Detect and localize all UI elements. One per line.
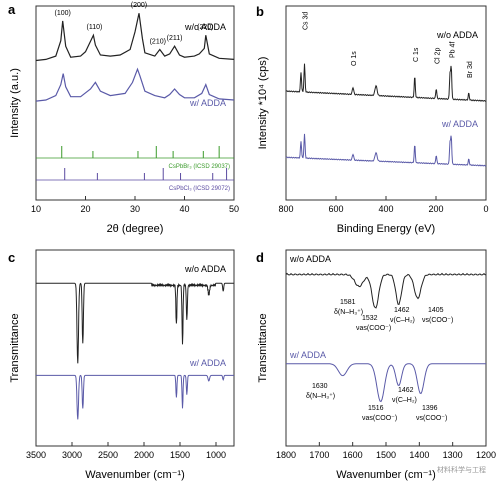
panel-b-peak-label: Br 3d <box>467 61 474 78</box>
panel-a-x-tick-label: 30 <box>130 204 140 214</box>
panel-a-curves <box>35 13 235 102</box>
panel-d-x-tick-label: 1200 <box>476 450 496 460</box>
panel-c-x-tick-label: 3000 <box>62 450 82 460</box>
panel-c-x-tick-label: 2000 <box>134 450 154 460</box>
annotation-1396-value: 1396 <box>422 405 438 412</box>
panel-b-x-tick-label: 200 <box>428 204 443 214</box>
panel-d-x-tick-label: 1600 <box>343 450 363 460</box>
panel-c-x-tick-label: 3500 <box>26 450 46 460</box>
panel-c-legend-w-adda: w/ ADDA <box>189 358 226 368</box>
panel-a-peak-label: (200) <box>131 2 147 9</box>
panel-c-x-label: Wavenumber (cm⁻¹) <box>85 469 185 481</box>
panel-d-x-label: Wavenumber (cm⁻¹) <box>336 469 436 481</box>
panel-d-legend-w-adda: w/ ADDA <box>289 350 326 360</box>
annotation-1516-mode: νas(COO⁻) <box>362 415 397 422</box>
panel-b-x-tick-label: 800 <box>278 204 293 214</box>
annotation-1581-value: 1581 <box>340 299 356 306</box>
panel-b-curve-wo-adda <box>285 63 487 102</box>
panel-d-y-label: Transmittance <box>257 313 269 382</box>
panel-d-curves <box>285 272 487 403</box>
annotation-1581-mode: δ(N–H₃⁺) <box>334 309 363 316</box>
panel-a-x-label: 2θ (degree) <box>107 223 164 235</box>
panel-d-x-tick-label: 1500 <box>376 450 396 460</box>
panel-c: c 3500 3000 2500 2000 1500 1000 Wavenumber (c… <box>8 249 235 481</box>
panel-a-curve-wo-adda <box>35 13 235 62</box>
panel-a-x-tick-label: 50 <box>229 204 239 214</box>
panel-d-curve-w-adda <box>286 363 486 403</box>
panel-a-peak-label: (210) <box>150 39 166 46</box>
annotation-1405-value: 1405 <box>428 307 444 314</box>
panel-d-x-tick-label: 1400 <box>409 450 429 460</box>
panel-a-peak-label: (211) <box>167 35 183 42</box>
panel-b-y-label: Intensity *10⁴ (cps) <box>257 57 269 150</box>
panel-a-legend-wo-adda: w/o ADDA <box>184 22 226 32</box>
panel-c-frame <box>35 249 235 447</box>
annotation-1462-mode: ν(C–H₂) <box>390 317 415 324</box>
panel-b-x-tick-label: 400 <box>378 204 393 214</box>
panel-b-letter: b <box>256 4 264 19</box>
annotation-1630-value: 1630 <box>312 383 328 390</box>
panel-b-peak-label: Pb 4f <box>449 42 456 58</box>
panel-d-x-tick-label: 1800 <box>276 450 296 460</box>
panel-b-peak-labels: Cs 3d O 1s C 1s Cl 2p Pb 4f Br 3d <box>303 12 474 78</box>
panel-a-x-tick-label: 40 <box>179 204 189 214</box>
panel-d-legend-wo-adda: w/o ADDA <box>289 254 331 264</box>
panel-a-reference-sticks <box>61 146 228 180</box>
panel-b-peak-label: Cs 3d <box>303 12 310 30</box>
panel-c-curve-w-adda <box>36 374 234 420</box>
panel-c-y-label: Transmittance <box>9 313 21 382</box>
panel-d: d 1800 1700 1600 1500 1400 1300 1200 Wavenumbe… <box>256 249 496 481</box>
panel-d-x-tick-label: 1300 <box>443 450 463 460</box>
panel-b-x-ticks: 800 600 400 200 0 <box>278 196 489 214</box>
panel-a-peak-label: (100) <box>55 10 71 17</box>
panel-d-x-tick-label: 1700 <box>309 450 329 460</box>
panel-a-x-tick-label: 20 <box>80 204 90 214</box>
panel-a-curve-w-adda <box>35 67 235 102</box>
panel-a-ref2-label: CsPbCl₃ (ICSD 29072) <box>169 186 230 192</box>
panel-b-x-label: Binding Energy (eV) <box>337 223 435 235</box>
panel-c-letter: c <box>8 250 15 265</box>
annotation-1532-value: 1532 <box>362 315 378 322</box>
panel-b-legend-w-adda: w/ ADDA <box>441 119 478 129</box>
panel-b-x-tick-label: 600 <box>328 204 343 214</box>
panel-c-curves <box>36 282 234 420</box>
panel-a-legend-w-adda: w/ ADDA <box>189 98 226 108</box>
panel-b-peak-label: O 1s <box>351 51 358 66</box>
panel-b: b 800 600 400 200 0 Binding Energy (eV) Inte… <box>256 4 489 235</box>
panel-c-x-ticks: 3500 3000 2500 2000 1500 1000 <box>26 442 226 460</box>
annotation-1516-value: 1516 <box>368 405 384 412</box>
panel-b-x-tick-label: 0 <box>483 204 488 214</box>
watermark: 材料科学与工程 <box>437 465 486 474</box>
panel-a-letter: a <box>8 2 16 17</box>
panel-a-x-ticks: 10 20 30 40 50 <box>31 196 239 214</box>
panel-c-x-tick-label: 1000 <box>206 450 226 460</box>
panel-d-curve-wo-adda <box>285 272 487 309</box>
annotation-1462b-mode: ν(C–H₂) <box>392 397 417 404</box>
annotation-1396-mode: νs(COO⁻) <box>416 415 447 422</box>
panel-c-x-tick-label: 1500 <box>170 450 190 460</box>
panel-d-x-ticks: 1800 1700 1600 1500 1400 1300 1200 <box>276 442 496 460</box>
panel-c-legend-wo-adda: w/o ADDA <box>184 264 226 274</box>
panel-b-peak-label: Cl 2p <box>434 48 441 64</box>
panel-b-peak-label: C 1s <box>413 47 420 62</box>
annotation-1405-mode: νs(COO⁻) <box>422 317 453 324</box>
panel-c-curve-wo-adda <box>36 282 234 364</box>
panel-b-curve-w-adda <box>285 133 487 167</box>
panel-b-curves <box>285 63 487 167</box>
panel-b-legend-wo-adda: w/o ADDA <box>436 30 478 40</box>
annotation-1630-mode: δ(N–H₃⁺) <box>306 393 335 400</box>
annotation-1462-value: 1462 <box>394 307 410 314</box>
annotation-1532-mode: νas(COO⁻) <box>356 325 391 332</box>
panel-a-x-tick-label: 10 <box>31 204 41 214</box>
panel-c-x-tick-label: 2500 <box>98 450 118 460</box>
panel-a-peak-label: (220) <box>197 24 213 31</box>
panel-a: a 10 20 30 40 50 2θ (degree) Intensity (a.u.… <box>8 2 239 235</box>
panel-d-letter: d <box>256 250 264 265</box>
panel-a-y-label: Intensity (a.u.) <box>9 68 21 138</box>
annotation-1462b-value: 1462 <box>398 387 414 394</box>
panel-a-peak-labels: (100) (110) (200) (210) (211) (220) <box>55 2 214 45</box>
panel-a-ref1-label: CsPbBr₃ (ICSD 29037) <box>169 164 230 170</box>
panel-a-peak-label: (110) <box>86 24 102 31</box>
